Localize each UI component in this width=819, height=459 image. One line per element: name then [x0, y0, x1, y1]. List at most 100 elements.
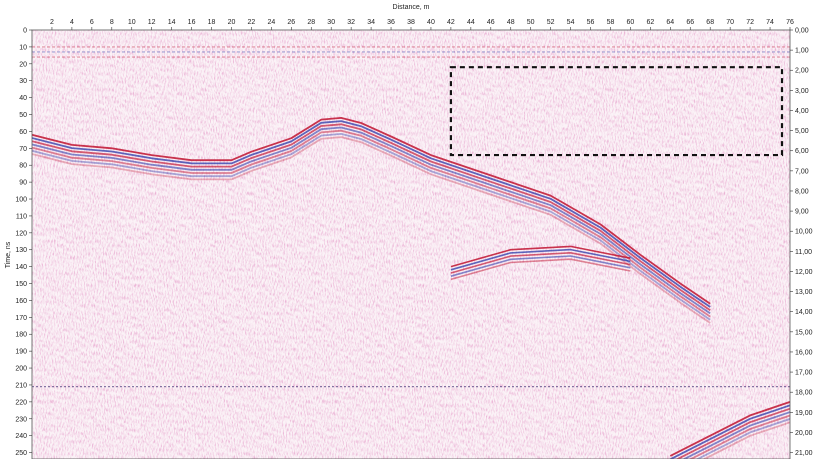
x-tick-label: 22 — [248, 19, 256, 26]
y-tick-label: 180 — [15, 332, 27, 339]
corner-reflector-wavelet — [689, 414, 790, 459]
right-tick-label: 3,00 — [795, 88, 809, 95]
x-tick-label: 38 — [407, 19, 415, 26]
y-tick-label: 140 — [15, 264, 27, 271]
y-tick-label: 240 — [15, 433, 27, 440]
main-reflector-wavelet — [32, 123, 711, 311]
x-tick-label: 50 — [527, 19, 535, 26]
right-tick-label: 19,00 — [795, 410, 813, 417]
right-tick-label: 13,00 — [795, 289, 813, 296]
deep-reflector-wavelet — [450, 245, 631, 268]
x-tick-label: 20 — [228, 19, 236, 26]
deep-reflector-wavelet — [450, 258, 631, 281]
y-tick-label: 100 — [15, 197, 27, 204]
x-tick-label: 40 — [427, 19, 435, 26]
right-tick-label: 0,00 — [795, 28, 809, 35]
x-tick-label: 28 — [307, 19, 315, 26]
main-reflector-wavelet — [32, 120, 711, 308]
corner-reflector-wavelet — [702, 421, 790, 459]
y-tick-label: 130 — [15, 247, 27, 254]
y-tick-label: 50 — [19, 112, 27, 119]
right-tick-label: 17,00 — [795, 370, 813, 377]
x-tick-label: 16 — [188, 19, 196, 26]
y-tick-label: 160 — [15, 298, 27, 305]
y-tick-label: 210 — [15, 382, 27, 389]
deep-reflector-wavelet — [450, 248, 631, 271]
y-tick-label: 120 — [15, 230, 27, 237]
x-tick-label: 24 — [267, 19, 275, 26]
right-tick-label: 10,00 — [795, 229, 813, 236]
x-tick-label: 60 — [627, 19, 635, 26]
x-tick-label: 14 — [168, 19, 176, 26]
right-tick-label: 16,00 — [795, 349, 813, 356]
y-tick-label: 220 — [15, 399, 27, 406]
right-tick-label: 6,00 — [795, 148, 809, 155]
y-tick-label: 200 — [15, 366, 27, 373]
y-tick-label: 70 — [19, 146, 27, 153]
x-tick-label: 36 — [387, 19, 395, 26]
x-tick-label: 74 — [766, 19, 774, 26]
y-tick-label: 30 — [19, 78, 27, 85]
x-tick-label: 10 — [128, 19, 136, 26]
right-tick-label: 7,00 — [795, 168, 809, 175]
x-tick-label: 34 — [367, 19, 375, 26]
right-tick-label: 8,00 — [795, 188, 809, 195]
x-tick-label: 72 — [746, 19, 754, 26]
signal-texture-fine — [35, 31, 790, 459]
right-tick-label: 5,00 — [795, 128, 809, 135]
right-tick-label: 1,00 — [795, 48, 809, 55]
right-tick-label: 18,00 — [795, 390, 813, 397]
x-tick-label: 54 — [567, 19, 575, 26]
deep-reflector-wavelet — [450, 252, 631, 274]
x-tick-label: 12 — [148, 19, 156, 26]
x-tick-label: 70 — [726, 19, 734, 26]
y-tick-label: 10 — [19, 44, 27, 51]
y-tick-label: 80 — [19, 163, 27, 170]
y-tick-label: 110 — [16, 213, 27, 220]
y-tick-label: 150 — [15, 281, 27, 288]
x-tick-label: 62 — [646, 19, 654, 26]
x-tick-label: 56 — [587, 19, 595, 26]
right-tick-label: 2,00 — [795, 68, 809, 75]
x-tick-label: 32 — [347, 19, 355, 26]
right-tick-label: 11,00 — [795, 249, 812, 256]
right-tick-label: 9,00 — [795, 209, 809, 216]
corner-reflector-wavelet — [675, 407, 790, 459]
x-tick-label: 18 — [208, 19, 216, 26]
x-tick-label: 30 — [327, 19, 335, 26]
x-tick-label: 52 — [547, 19, 555, 26]
x-tick-label: 6 — [90, 19, 94, 26]
x-axis-title: Distance, m — [393, 4, 430, 11]
reflector-layer — [32, 46, 790, 459]
corner-reflector-wavelet — [682, 411, 790, 459]
main-reflector-wavelet — [32, 136, 711, 324]
right-tick-label: 20,00 — [795, 430, 813, 437]
deep-reflector-wavelet — [450, 255, 631, 277]
y-axis-title: Time, ns — [5, 241, 12, 268]
x-tick-label: 8 — [110, 19, 114, 26]
x-tick-label: 2 — [50, 19, 54, 26]
y-tick-label: 190 — [15, 349, 27, 356]
x-tick-label: 48 — [507, 19, 515, 26]
y-tick-label: 250 — [15, 450, 27, 457]
x-tick-label: 64 — [666, 19, 674, 26]
right-tick-label: 15,00 — [795, 329, 813, 336]
y-tick-label: 20 — [19, 61, 27, 68]
x-tick-label: 68 — [706, 19, 714, 26]
y-tick-label: 60 — [19, 129, 27, 136]
right-tick-label: 21,00 — [795, 450, 813, 457]
x-tick-label: 44 — [467, 19, 475, 26]
x-tick-label: 26 — [287, 19, 295, 26]
right-tick-label: 12,00 — [795, 269, 813, 276]
corner-reflector-wavelet — [669, 404, 790, 459]
main-reflector-wavelet — [32, 126, 711, 315]
x-tick-label: 66 — [686, 19, 694, 26]
corner-reflector-wavelet — [669, 401, 790, 457]
annotation-box — [449, 66, 784, 157]
y-axis-ticks: 0 10 20 30 40 50 60 70 80 90 100 110 120 130 140 150 160… — [15, 28, 32, 457]
x-axis-ticks: 2 4 6 8 10 12 14 16 18 20 22 24 26 28 30 32 34 36 38 40 42 44… — [50, 19, 794, 30]
y-tick-label: 230 — [15, 416, 27, 423]
x-tick-label: 76 — [786, 19, 794, 26]
right-axis-ticks: 0,00 1,00 2,00 3,00 4,00 5,00 6,00 7,00 8,00 9,00… — [790, 28, 813, 457]
